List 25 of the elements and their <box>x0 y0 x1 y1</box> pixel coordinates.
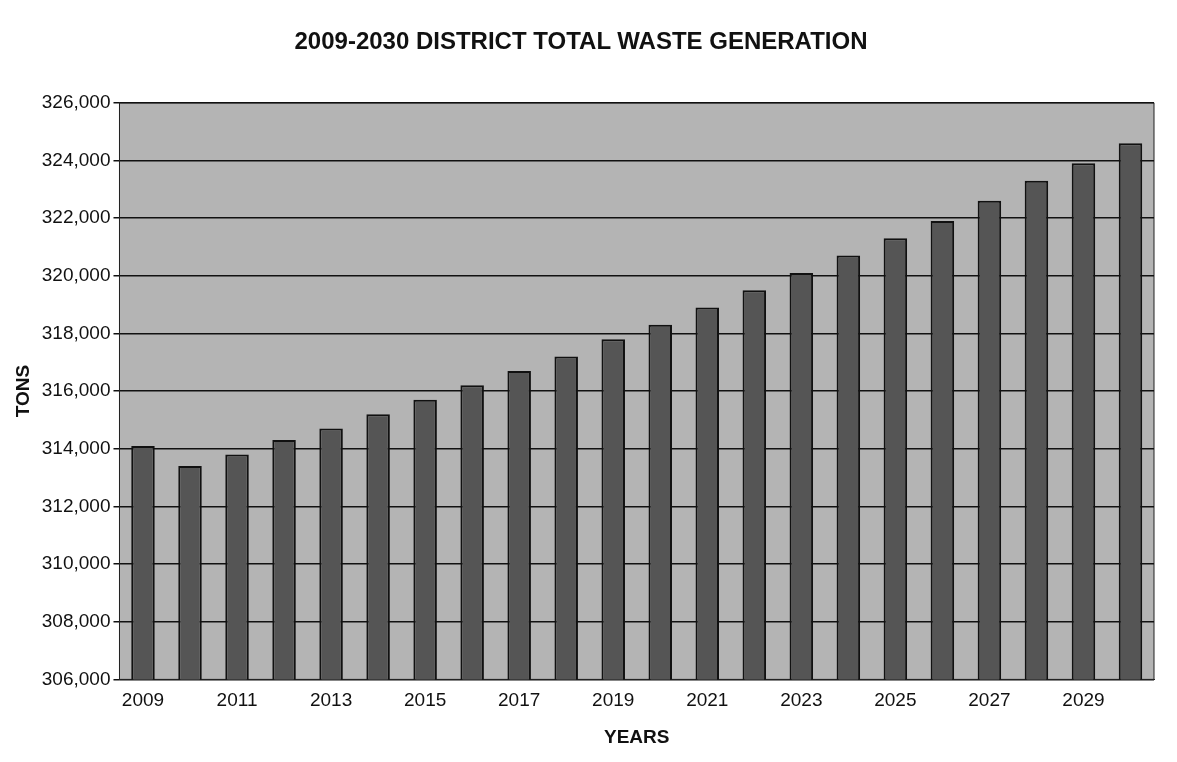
y-tick-label: 316,000 <box>41 379 111 401</box>
y-tick-label: 312,000 <box>41 494 111 516</box>
y-tick-label: 306,000 <box>41 667 111 689</box>
y-tick-label: 308,000 <box>41 609 111 631</box>
x-tick-label: 2009 <box>121 689 165 711</box>
x-tick-label: 2019 <box>592 689 635 711</box>
x-tick-label: 2013 <box>309 689 353 711</box>
y-tick-label: 314,000 <box>41 436 111 458</box>
y-tick-label: 324,000 <box>41 148 111 170</box>
x-tick-label: 2025 <box>874 689 917 711</box>
x-tick-label: 2015 <box>403 689 447 711</box>
chart-title: 2009-2030 DISTRICT TOTAL WASTE GENERATION <box>294 27 868 55</box>
y-tick-label: 322,000 <box>41 206 111 228</box>
x-tick-label: 2027 <box>968 689 1011 711</box>
x-tick-label: 2011 <box>216 689 258 711</box>
x-tick-label: 2017 <box>498 689 541 711</box>
x-tick-label: 2023 <box>780 689 823 711</box>
x-axis-title: YEARS <box>604 725 670 747</box>
y-axis-title: TONS <box>11 364 33 418</box>
y-tick-label: 310,000 <box>41 552 111 574</box>
x-tick-label: 2029 <box>1062 689 1105 711</box>
x-tick-label: 2021 <box>686 689 729 711</box>
y-tick-label: 320,000 <box>41 264 111 286</box>
y-tick-label: 326,000 <box>41 91 111 113</box>
y-tick-label: 318,000 <box>41 321 111 343</box>
